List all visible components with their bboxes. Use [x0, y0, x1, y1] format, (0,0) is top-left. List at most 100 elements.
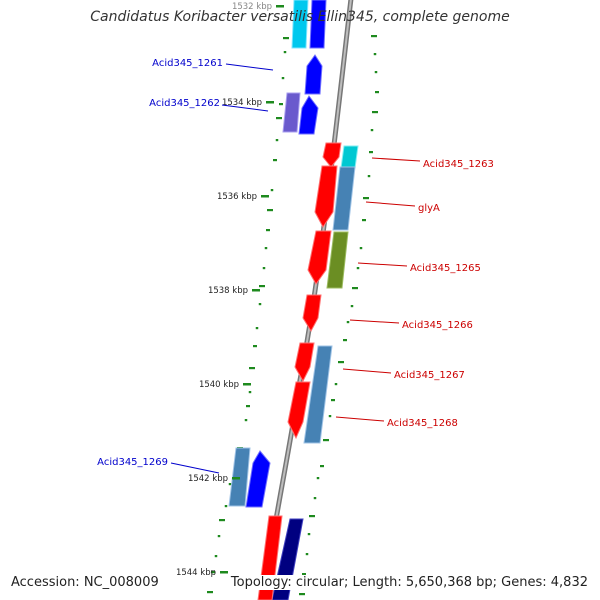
gene-feature[interactable] — [304, 54, 323, 95]
gc-dot — [328, 415, 332, 418]
gc-dot — [356, 267, 360, 270]
gc-dot — [266, 229, 270, 232]
gc-dot — [331, 399, 335, 402]
gene-feature[interactable] — [282, 92, 301, 133]
scale-tick — [232, 477, 240, 480]
gene-label[interactable]: Acid345_1268 — [387, 418, 458, 429]
scale-label: 1536 kbp — [217, 192, 257, 202]
gc-dot — [323, 439, 329, 442]
gc-dot — [228, 483, 232, 486]
gc-dot — [219, 519, 225, 522]
gene-feature[interactable] — [302, 294, 322, 333]
accession-label: Accession: NC_008009 — [9, 575, 161, 590]
gene-feature[interactable] — [326, 231, 349, 289]
gc-dot — [299, 593, 305, 596]
gc-dot — [346, 321, 350, 324]
scale-tick — [266, 101, 274, 104]
gene-label[interactable]: Acid345_1267 — [394, 370, 465, 381]
gc-dot — [255, 327, 259, 330]
gene-feature[interactable] — [307, 230, 332, 285]
gc-dot — [267, 209, 273, 212]
gc-dot — [302, 573, 306, 576]
gc-dot — [352, 287, 358, 290]
genome-summary: Topology: circular; Length: 5,650,368 bp… — [228, 575, 590, 590]
scale-tick — [243, 383, 251, 386]
gene-feature[interactable] — [294, 342, 315, 383]
gene-label[interactable]: glyA — [418, 203, 440, 214]
gc-dot — [281, 77, 285, 80]
gene-leader-line — [342, 368, 392, 374]
gene-feature[interactable] — [303, 345, 333, 444]
gene-label[interactable]: Acid345_1263 — [423, 159, 494, 170]
gene-feature[interactable] — [340, 145, 359, 169]
gene-leader-line — [349, 319, 400, 324]
gene-leader-line — [371, 157, 421, 162]
scale-tick — [276, 5, 284, 8]
gc-dot — [258, 303, 262, 306]
gene-label[interactable]: Acid345_1265 — [410, 263, 481, 274]
reverse-genes — [257, 142, 359, 600]
gc-dot — [343, 339, 347, 342]
gc-dot — [334, 383, 338, 386]
gc-dot — [363, 197, 369, 200]
gene-feature[interactable] — [322, 142, 342, 168]
gc-dot — [264, 247, 268, 250]
gene-labels: Acid345_1261 Acid345_1262 Acid345_1269 Acid… — [97, 58, 494, 474]
gc-dot — [248, 391, 252, 394]
gc-dot — [320, 465, 324, 468]
scale-label: 1540 kbp — [199, 380, 239, 390]
gc-dot — [371, 35, 377, 38]
gene-feature[interactable] — [291, 0, 309, 49]
gc-dot — [276, 117, 282, 120]
scale-label: 1534 kbp — [222, 98, 262, 108]
gc-dot — [273, 159, 277, 162]
scale-label: 1538 kbp — [208, 286, 248, 296]
gc-dot — [211, 571, 215, 574]
page-title: Candidatus Koribacter versatilis Ellin34… — [90, 9, 510, 25]
gene-feature[interactable] — [298, 95, 319, 135]
gc-dot — [362, 219, 366, 222]
gc-dot — [316, 477, 320, 480]
gene-label[interactable]: Acid345_1262 — [149, 98, 220, 109]
scale-ticks: 1532 kbp 1534 kbp 1536 kbp 1538 kbp 1540 kbp… — [176, 2, 284, 578]
gene-feature[interactable] — [287, 381, 311, 440]
gene-leader-line — [365, 201, 416, 207]
gc-dot — [307, 533, 311, 536]
gc-dot — [305, 553, 309, 556]
gene-label[interactable]: Acid345_1261 — [152, 58, 223, 69]
gc-dot — [275, 139, 279, 142]
gc-dot — [313, 497, 317, 500]
scale-tick — [252, 289, 260, 292]
gc-dot — [374, 71, 378, 74]
gc-dot — [372, 111, 378, 114]
gc-dot — [373, 53, 377, 56]
scale-label: 1544 kbp — [176, 568, 216, 578]
gene-leader-line — [225, 63, 274, 71]
gc-dot — [270, 189, 274, 192]
gc-dot — [249, 367, 255, 370]
gene-leader-line — [357, 262, 408, 267]
gc-dot — [367, 175, 371, 178]
gc-dot — [207, 591, 213, 594]
gc-dot — [259, 285, 265, 288]
gc-dot — [253, 345, 257, 348]
scale-label: 1542 kbp — [188, 474, 228, 484]
gc-dot — [369, 151, 373, 154]
gene-feature[interactable] — [314, 165, 338, 228]
gene-feature[interactable] — [332, 166, 356, 231]
gc-dot — [217, 535, 221, 538]
gene-feature[interactable] — [245, 450, 271, 508]
gc-dot — [246, 405, 250, 408]
gene-leader-line — [335, 416, 385, 422]
scale-label: 1532 kbp — [232, 2, 272, 12]
gc-dot — [350, 305, 354, 308]
scale-tick — [261, 195, 269, 198]
gc-dot — [283, 37, 289, 40]
gene-label[interactable]: Acid345_1266 — [402, 320, 473, 331]
gc-dot — [244, 419, 248, 422]
gc-dot — [359, 247, 363, 250]
gene-label[interactable]: Acid345_1269 — [97, 457, 168, 468]
gc-dot — [370, 129, 374, 132]
gene-feature[interactable] — [309, 0, 327, 49]
scale-tick — [220, 571, 228, 574]
